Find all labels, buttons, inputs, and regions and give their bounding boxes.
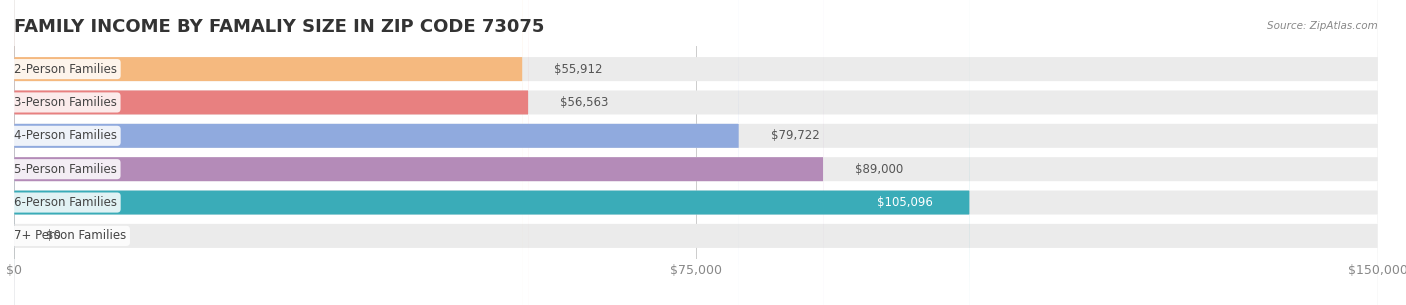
FancyBboxPatch shape — [14, 0, 1378, 305]
FancyBboxPatch shape — [14, 0, 970, 305]
Text: 7+ Person Families: 7+ Person Families — [14, 229, 127, 242]
Text: FAMILY INCOME BY FAMALIY SIZE IN ZIP CODE 73075: FAMILY INCOME BY FAMALIY SIZE IN ZIP COD… — [14, 18, 544, 36]
FancyBboxPatch shape — [14, 0, 1378, 305]
Text: 2-Person Families: 2-Person Families — [14, 63, 117, 76]
Text: $0: $0 — [46, 229, 60, 242]
Text: 5-Person Families: 5-Person Families — [14, 163, 117, 176]
FancyBboxPatch shape — [14, 0, 1378, 305]
Text: $55,912: $55,912 — [554, 63, 603, 76]
FancyBboxPatch shape — [14, 0, 824, 305]
Text: $79,722: $79,722 — [770, 129, 820, 142]
Text: $89,000: $89,000 — [855, 163, 903, 176]
FancyBboxPatch shape — [14, 0, 1378, 305]
FancyBboxPatch shape — [14, 0, 740, 305]
Text: Source: ZipAtlas.com: Source: ZipAtlas.com — [1267, 21, 1378, 31]
Text: 6-Person Families: 6-Person Families — [14, 196, 117, 209]
Text: $56,563: $56,563 — [560, 96, 609, 109]
FancyBboxPatch shape — [14, 0, 523, 305]
FancyBboxPatch shape — [14, 0, 529, 305]
FancyBboxPatch shape — [14, 0, 1378, 305]
Text: $105,096: $105,096 — [877, 196, 934, 209]
FancyBboxPatch shape — [14, 0, 1378, 305]
Text: 3-Person Families: 3-Person Families — [14, 96, 117, 109]
Text: 4-Person Families: 4-Person Families — [14, 129, 117, 142]
